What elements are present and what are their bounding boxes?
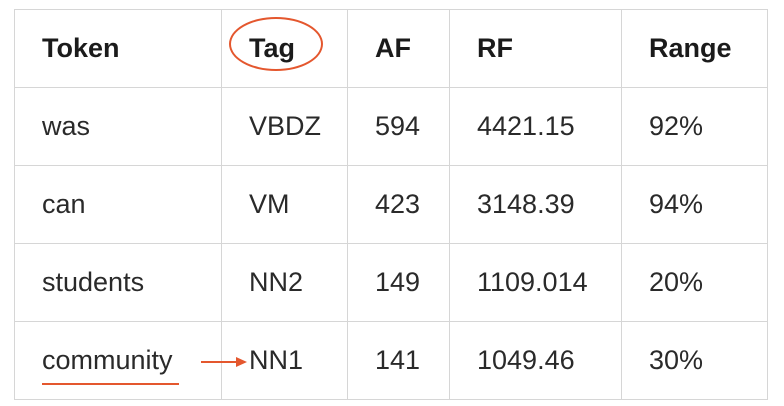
column-header-af[interactable]: AF: [347, 9, 450, 88]
column-header-tag-label: Tag: [249, 33, 295, 63]
column-header-range[interactable]: Range: [621, 9, 768, 88]
cell-range: 92%: [621, 87, 768, 166]
table-row: community NN1 141 1049.46 30%: [14, 321, 768, 400]
cell-af: 141: [347, 321, 450, 400]
cell-tag: NN2: [221, 243, 348, 322]
token-frequency-table-container: Token Tag AF RF Range: [14, 9, 768, 400]
cell-tag: VBDZ: [221, 87, 348, 166]
column-header-rf-label: RF: [477, 33, 513, 63]
cell-rf: 1049.46: [449, 321, 622, 400]
cell-range: 94%: [621, 165, 768, 244]
cell-range: 20%: [621, 243, 768, 322]
cell-token-label: community: [42, 345, 173, 375]
cell-token-wrapper: community: [42, 345, 179, 385]
cell-af: 594: [347, 87, 450, 166]
cell-tag: NN1: [221, 321, 348, 400]
cell-rf: 1109.014: [449, 243, 622, 322]
annotation-underline: [42, 383, 179, 385]
cell-token: community: [14, 321, 222, 400]
cell-token: students: [14, 243, 222, 322]
cell-token: was: [14, 87, 222, 166]
table-header-row: Token Tag AF RF Range: [14, 9, 768, 88]
column-header-range-label: Range: [649, 33, 732, 63]
cell-rf: 4421.15: [449, 87, 622, 166]
column-header-af-label: AF: [375, 33, 411, 63]
table-row: was VBDZ 594 4421.15 92%: [14, 87, 768, 166]
cell-token: can: [14, 165, 222, 244]
column-header-rf[interactable]: RF: [449, 9, 622, 88]
cell-af: 423: [347, 165, 450, 244]
column-header-token-label: Token: [42, 33, 120, 63]
column-header-token[interactable]: Token: [14, 9, 222, 88]
token-frequency-table: Token Tag AF RF Range: [14, 9, 768, 400]
table-row: students NN2 149 1109.014 20%: [14, 243, 768, 322]
cell-rf: 3148.39: [449, 165, 622, 244]
column-header-tag[interactable]: Tag: [221, 9, 348, 88]
cell-range: 30%: [621, 321, 768, 400]
cell-af: 149: [347, 243, 450, 322]
column-header-tag-wrapper: Tag: [229, 17, 323, 71]
table-row: can VM 423 3148.39 94%: [14, 165, 768, 244]
cell-tag: VM: [221, 165, 348, 244]
